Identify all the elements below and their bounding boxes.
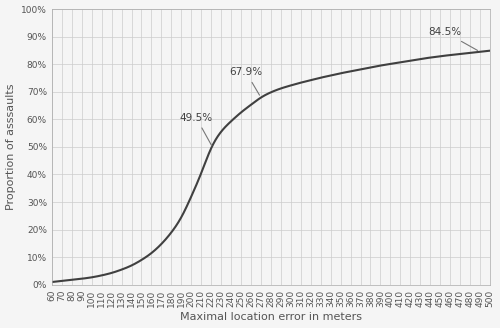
Text: 49.5%: 49.5% [180,113,213,146]
Y-axis label: Proportion of asssaults: Proportion of asssaults [6,84,16,210]
X-axis label: Maximal location error in meters: Maximal location error in meters [180,313,362,322]
Text: 84.5%: 84.5% [428,27,478,51]
Text: 67.9%: 67.9% [230,67,262,95]
